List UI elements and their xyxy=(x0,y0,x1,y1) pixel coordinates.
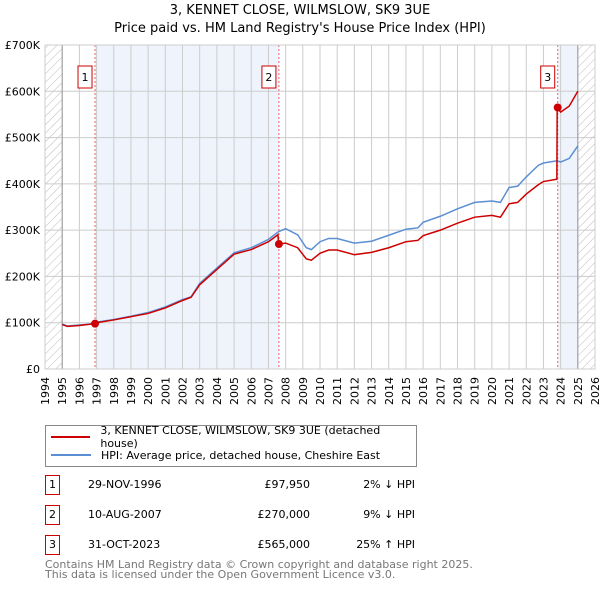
x-tick-label: 2018 xyxy=(452,377,465,405)
hatched-region xyxy=(45,45,63,369)
x-tick-label: 2021 xyxy=(503,377,516,405)
x-tick-label: 2006 xyxy=(245,377,258,405)
x-tick-label: 2002 xyxy=(177,377,190,405)
transaction-hpi: 9% ↓ HPI xyxy=(363,508,415,521)
sale-label-box xyxy=(77,65,93,89)
transaction-hpi: 25% ↑ HPI xyxy=(356,538,415,551)
legend-label: 3, KENNET CLOSE, WILMSLOW, SK9 3UE (deta… xyxy=(100,424,381,450)
y-tick-label: £500K xyxy=(5,132,41,145)
y-tick-label: £600K xyxy=(5,85,41,98)
transaction-date: 29-NOV-1996 xyxy=(88,478,162,491)
transaction-row: 3 31-OCT-2023 £565,000 25% ↑ HPI xyxy=(45,535,425,555)
x-tick-label: 2023 xyxy=(537,377,550,405)
x-tick-label: 2010 xyxy=(314,377,327,405)
chart-subtitle: Price paid vs. HM Land Registry's House … xyxy=(114,21,486,36)
property-price-line xyxy=(61,90,579,328)
y-tick-label: £200K xyxy=(5,270,41,283)
hpi-line xyxy=(61,145,579,327)
x-tick-label: 1999 xyxy=(125,377,138,405)
y-tick-label: £700K xyxy=(5,39,41,52)
x-tick-label: 1998 xyxy=(108,377,121,405)
y-tick-label: £300K xyxy=(5,224,41,237)
x-tick-label: 2017 xyxy=(434,377,447,405)
transaction-price: £270,000 xyxy=(257,508,311,521)
x-tick-label: 2014 xyxy=(383,377,396,405)
transaction-price: £565,000 xyxy=(257,538,311,551)
x-tick-label: 2011 xyxy=(331,377,344,405)
footer-line: This data is licensed under the Open Gov… xyxy=(45,568,396,581)
y-tick-label: £100K xyxy=(5,317,41,330)
sale-point xyxy=(274,240,283,249)
plot-frame xyxy=(44,44,596,370)
x-tick-label: 2000 xyxy=(142,377,155,405)
sale-label: 1 xyxy=(82,71,89,84)
hatched-region xyxy=(577,45,595,369)
transaction-row: 1 29-NOV-1996 £97,950 2% ↓ HPI xyxy=(45,475,425,495)
sale-label: 3 xyxy=(544,71,551,84)
legend-item-property: 3, KENNET CLOSE, WILMSLOW, SK9 3UE (deta… xyxy=(46,424,416,450)
sale-point xyxy=(91,319,100,328)
transaction-date: 10-AUG-2007 xyxy=(88,508,162,521)
x-tick-label: 2019 xyxy=(469,377,482,405)
x-tick-label: 2026 xyxy=(589,377,600,405)
x-tick-label: 2015 xyxy=(400,377,413,405)
x-tick-label: 1997 xyxy=(91,377,104,405)
footer: Contains HM Land Registry data © Crown c… xyxy=(45,558,473,581)
x-tick-label: 2004 xyxy=(211,377,224,405)
x-tick-label: 2009 xyxy=(297,377,310,405)
transaction-number: 3 xyxy=(45,535,60,555)
transaction-number: 1 xyxy=(45,475,60,495)
x-tick-label: 1996 xyxy=(73,377,86,405)
x-tick-label: 2013 xyxy=(366,377,379,405)
x-tick-label: 1995 xyxy=(56,377,69,405)
y-tick-label: £0 xyxy=(26,363,40,376)
x-tick-label: 2020 xyxy=(486,377,499,405)
x-tick-label: 2005 xyxy=(228,377,241,405)
transaction-price: £97,950 xyxy=(264,478,311,491)
chart-title: 3, KENNET CLOSE, WILMSLOW, SK9 3UE xyxy=(169,3,431,18)
legend-item-hpi: HPI: Average price, detached house, Ches… xyxy=(46,447,380,463)
shaded-band xyxy=(557,45,578,369)
x-tick-label: 1994 xyxy=(39,377,52,405)
transaction-row: 2 10-AUG-2007 £270,000 9% ↓ HPI xyxy=(45,505,425,525)
legend: 3, KENNET CLOSE, WILMSLOW, SK9 3UE (deta… xyxy=(45,424,417,467)
footer-line: Contains HM Land Registry data © Crown c… xyxy=(45,558,473,571)
sale-label-box xyxy=(540,65,556,89)
y-tick-label: £400K xyxy=(5,178,41,191)
legend-label: HPI: Average price, detached house, Ches… xyxy=(101,448,381,462)
transaction-date: 31-OCT-2023 xyxy=(88,538,161,551)
shaded-band xyxy=(95,45,279,369)
transaction-hpi: 2% ↓ HPI xyxy=(363,478,415,491)
x-tick-label: 2012 xyxy=(348,377,361,405)
price-chart: 1994 1995 1996 1997 1998 1999 2000 2001 2002 2003… xyxy=(5,39,600,405)
x-tick-label: 2024 xyxy=(555,377,568,405)
red-line-swatch xyxy=(51,436,91,438)
sale-label-box xyxy=(261,65,277,89)
x-tick-label: 2003 xyxy=(194,377,207,405)
x-tick-label: 2025 xyxy=(572,377,585,405)
blue-line-swatch xyxy=(51,454,91,456)
x-tick-label: 2007 xyxy=(262,377,275,405)
transaction-number: 2 xyxy=(45,505,60,525)
x-tick-label: 2008 xyxy=(280,377,293,405)
x-tick-label: 2001 xyxy=(159,377,172,405)
sale-label: 2 xyxy=(265,71,272,84)
x-tick-label: 2016 xyxy=(417,377,430,405)
sale-point xyxy=(553,103,562,112)
x-tick-label: 2022 xyxy=(520,377,533,405)
